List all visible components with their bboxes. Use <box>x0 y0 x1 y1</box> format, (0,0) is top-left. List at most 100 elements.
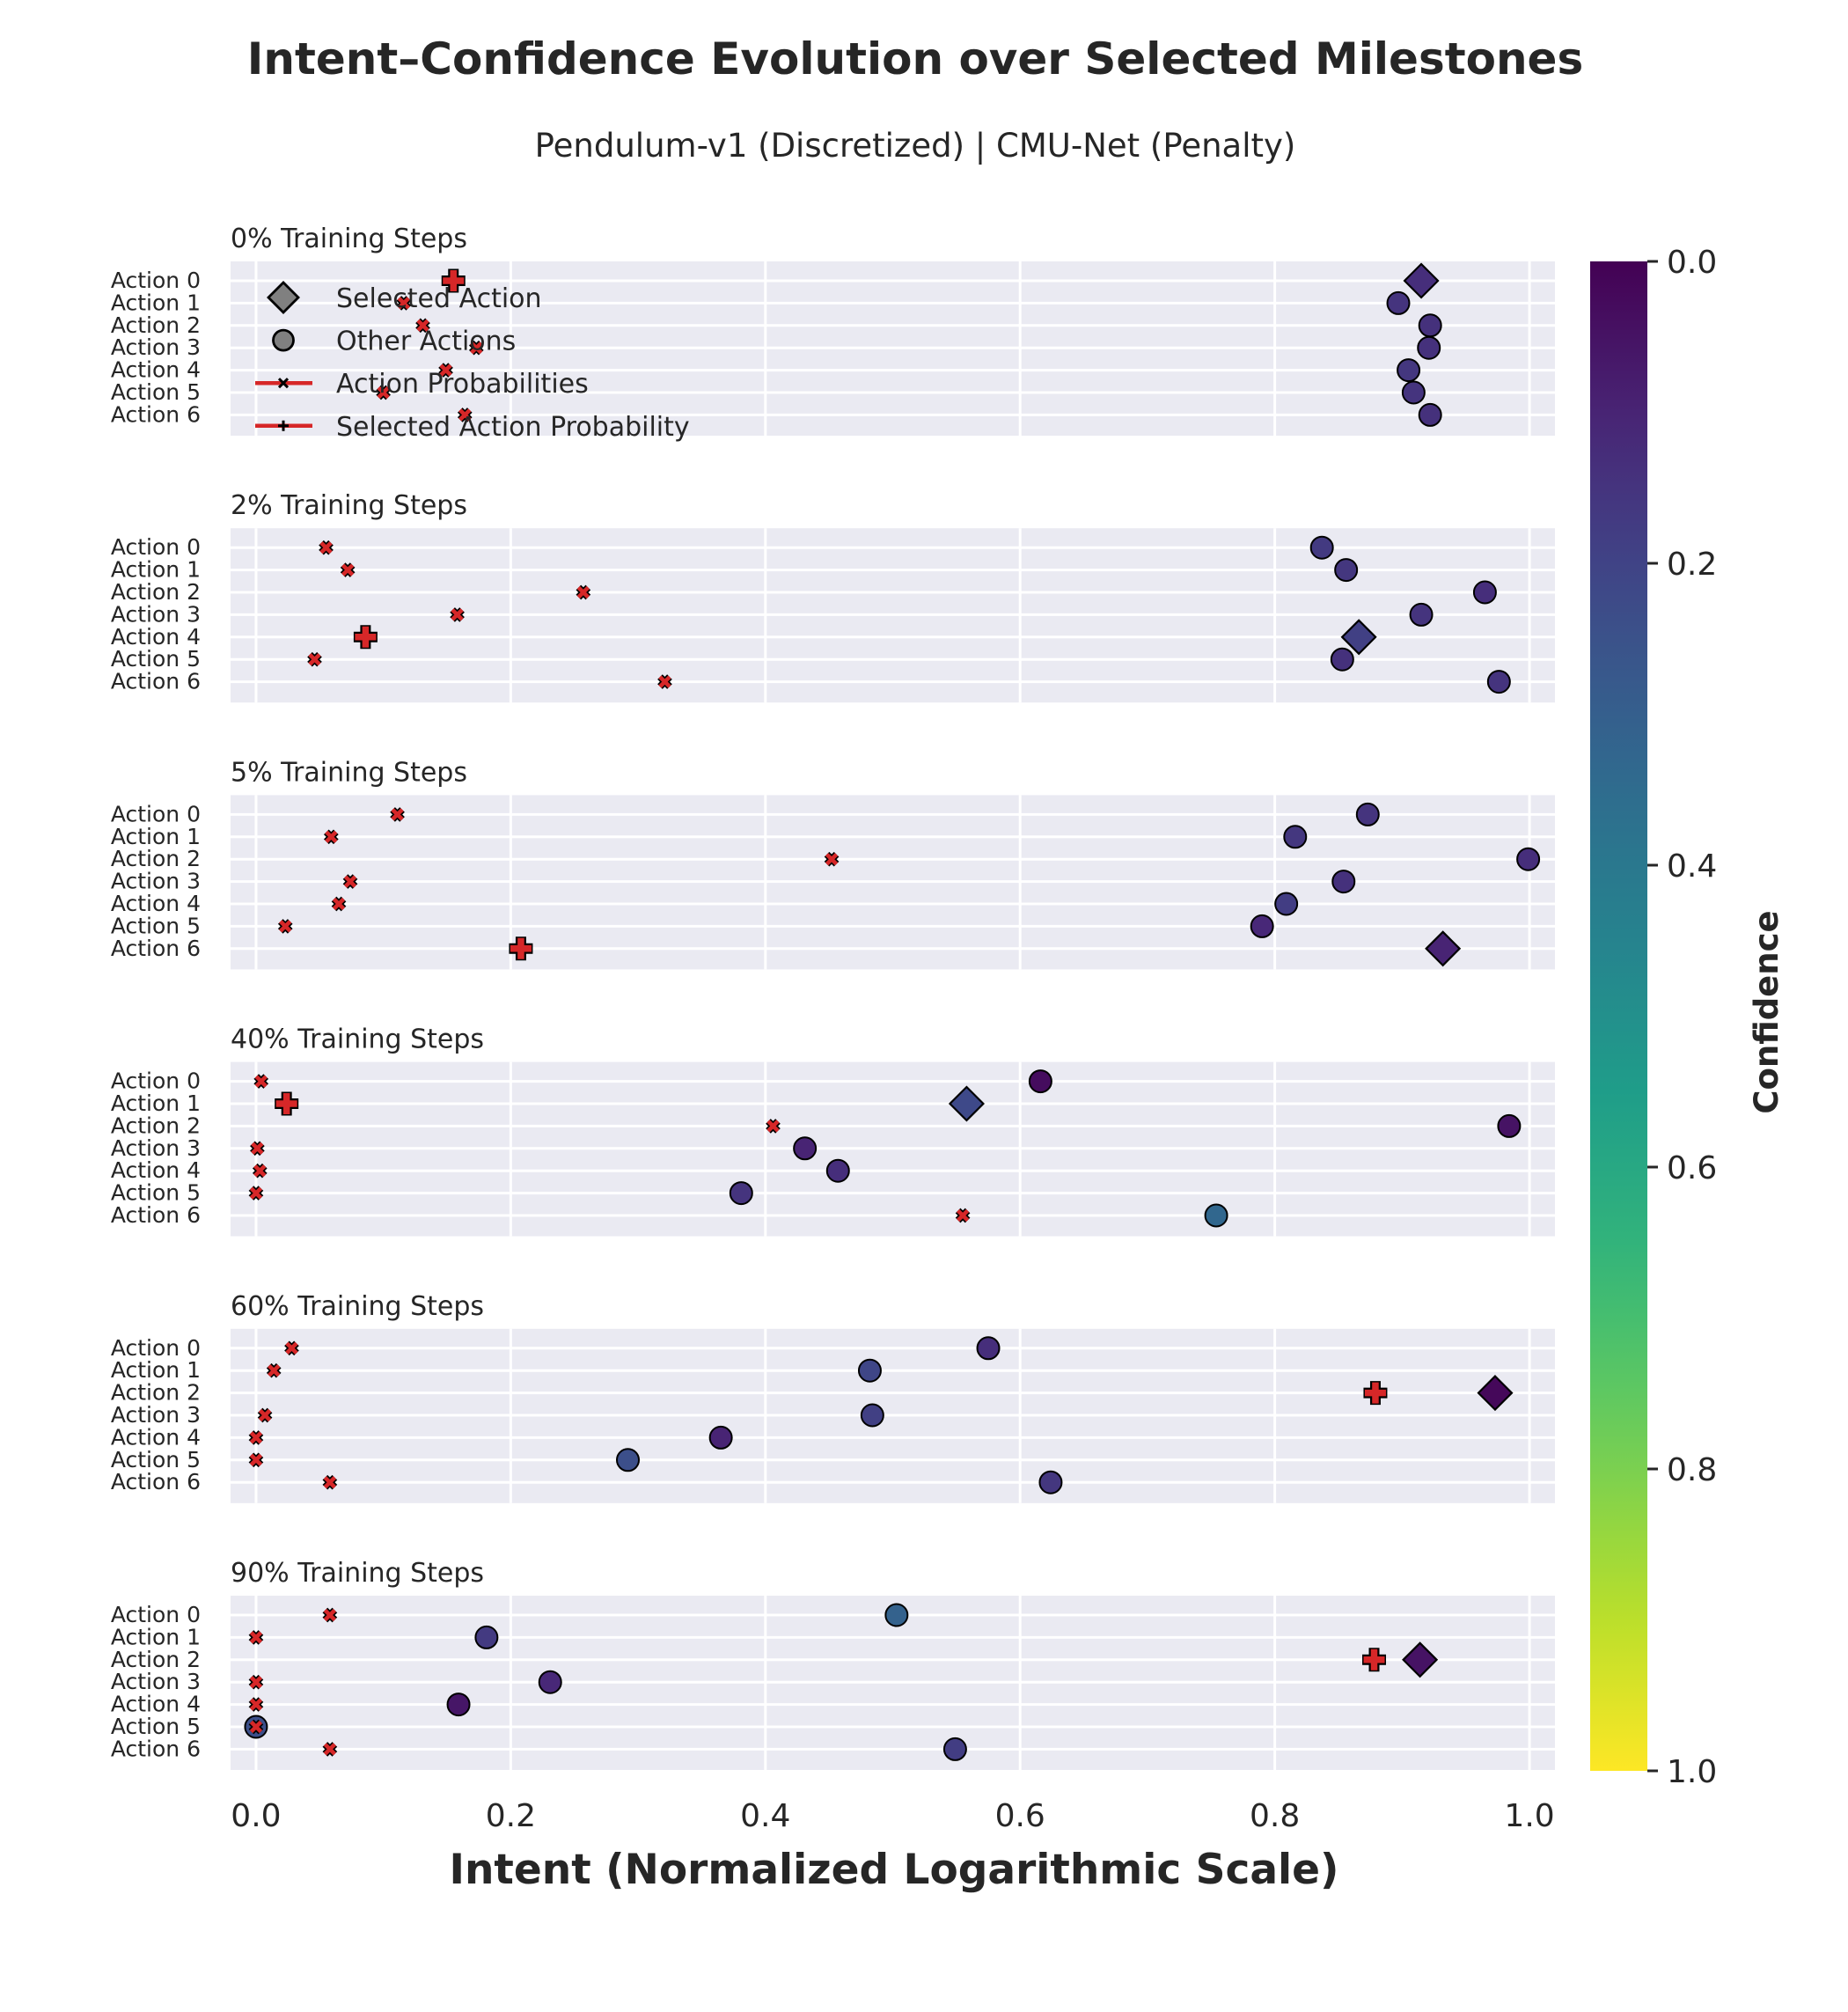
y-tick-label: Action 5 <box>111 379 201 405</box>
legend-label: Selected Action Probability <box>336 412 690 443</box>
x-tick-label: 0.0 <box>231 1798 281 1834</box>
y-tick-label: Action 5 <box>111 646 201 672</box>
intent-point-selected <box>1425 930 1462 967</box>
probability-point <box>249 1631 263 1644</box>
y-tick-label: Action 6 <box>111 1202 201 1228</box>
x-tick-label: 1.0 <box>1504 1798 1554 1834</box>
y-tick-label: Action 1 <box>111 290 201 315</box>
legend-plus-icon <box>278 420 289 431</box>
intent-point <box>1418 313 1442 338</box>
y-tick-label: Action 0 <box>111 1335 201 1361</box>
intent-point <box>1486 670 1511 694</box>
intent-point-selected <box>1340 619 1377 656</box>
probability-point <box>249 1698 263 1711</box>
panel-title: 2% Training Steps <box>231 490 467 521</box>
y-tick-label: Action 4 <box>111 1157 201 1183</box>
intent-point-selected <box>1402 1641 1439 1678</box>
intent-point <box>1397 358 1421 383</box>
intent-point <box>1038 1470 1063 1494</box>
intent-point <box>1283 825 1308 849</box>
intent-point <box>1274 892 1299 916</box>
legend-diamond-icon <box>267 281 300 314</box>
y-tick-label: Action 2 <box>111 1647 201 1672</box>
y-tick-label: Action 6 <box>111 669 201 694</box>
intent-point <box>1250 914 1274 938</box>
intent-point <box>1401 380 1426 405</box>
probability-point <box>766 1120 780 1133</box>
colorbar: 0.0 0.2 0.4 0.6 0.8 1.0 <box>1590 245 1717 1790</box>
y-tick-label: Action 4 <box>111 1692 201 1717</box>
colorbar-label: Confidence <box>1748 910 1786 1113</box>
y-tick-label: Action 3 <box>111 869 201 894</box>
colorbar-tick-label: 0.4 <box>1667 848 1717 885</box>
y-tick-label: Action 3 <box>111 601 201 627</box>
probability-point <box>268 1364 281 1377</box>
intent-point <box>616 1448 640 1472</box>
probability-point <box>249 1453 263 1466</box>
legend-label: Action Probabilities <box>336 369 589 400</box>
intent-point <box>942 1737 967 1761</box>
intent-point <box>976 1336 1001 1361</box>
panel-title: 60% Training Steps <box>231 1291 484 1322</box>
x-axis-label: Intent (Normalized Logarithmic Scale) <box>449 1846 1338 1894</box>
y-tick-label: Action 2 <box>111 579 201 605</box>
intent-point <box>446 1693 471 1717</box>
y-tick-label: Action 5 <box>111 1447 201 1472</box>
panel-title: 5% Training Steps <box>231 757 467 788</box>
probability-point <box>323 1743 337 1756</box>
probability-point <box>249 1431 263 1444</box>
y-tick-label: Action 1 <box>111 557 201 583</box>
probability-point-selected <box>1364 1382 1386 1404</box>
y-tick-label: Action 6 <box>111 936 201 961</box>
intent-point <box>1472 580 1497 605</box>
y-tick-label: Action 4 <box>111 357 201 383</box>
probability-point <box>576 585 590 599</box>
y-tick-label: Action 1 <box>111 1090 201 1116</box>
intent-point-selected <box>1477 1375 1514 1412</box>
intent-point <box>1516 847 1541 871</box>
intent-point-selected <box>948 1085 985 1122</box>
y-tick-label: Action 3 <box>111 1402 201 1428</box>
y-tick-label: Action 4 <box>111 624 201 650</box>
panel-title: 0% Training Steps <box>231 224 467 254</box>
probability-point <box>249 1676 263 1689</box>
probability-point <box>458 408 472 422</box>
probability-point <box>377 386 390 400</box>
y-tick-label: Action 5 <box>111 1714 201 1739</box>
legend-x-icon <box>277 378 290 389</box>
intent-point <box>1330 647 1354 672</box>
intent-point <box>860 1403 884 1428</box>
y-tick-label: Action 0 <box>111 268 201 293</box>
panel-title: 90% Training Steps <box>231 1558 484 1589</box>
legend-label: Other Actions <box>336 327 516 357</box>
legend-circle-icon <box>272 328 295 352</box>
probability-point <box>341 563 355 576</box>
intent-point <box>1331 870 1356 894</box>
probability-point <box>391 808 404 821</box>
y-tick-label: Action 4 <box>111 891 201 916</box>
probability-point <box>416 319 429 332</box>
probability-point <box>254 1075 268 1088</box>
chart-title: Intent–Confidence Evolution over Selecte… <box>247 33 1583 84</box>
probability-point <box>451 608 464 621</box>
intent-point <box>1386 290 1411 315</box>
y-tick-label: Action 3 <box>111 334 201 360</box>
y-tick-label: Action 2 <box>111 1380 201 1406</box>
y-tick-label: Action 6 <box>111 1736 201 1761</box>
intent-point <box>474 1625 499 1649</box>
probability-point <box>325 830 338 843</box>
intent-point <box>1309 535 1334 560</box>
y-tick-label: Action 3 <box>111 1135 201 1161</box>
intent-point <box>1418 402 1442 427</box>
colorbar-tick-label: 0.0 <box>1667 245 1717 281</box>
colorbar-tick-label: 1.0 <box>1667 1754 1717 1790</box>
probability-point-selected <box>355 626 377 648</box>
legend: Selected Action Other Actions Action Proba… <box>255 281 690 443</box>
